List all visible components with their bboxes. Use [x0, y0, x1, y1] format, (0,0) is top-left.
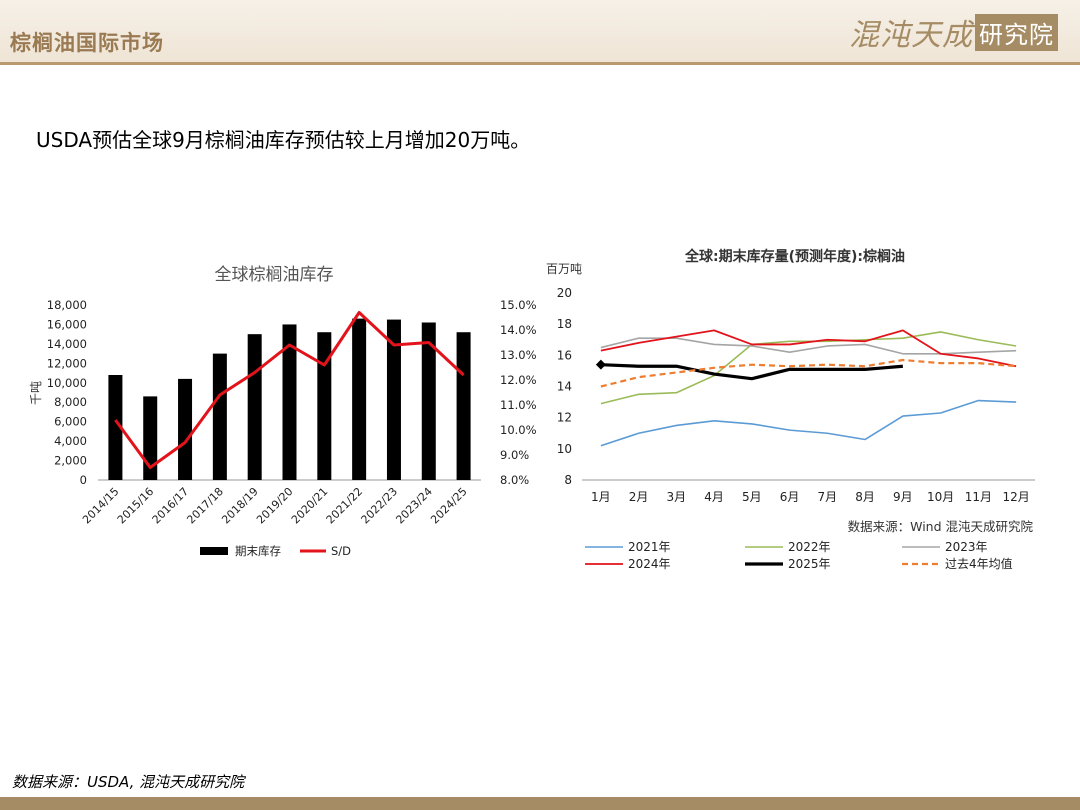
series-marker [595, 359, 606, 370]
x-tick-label: 8月 [855, 490, 875, 504]
header-band [0, 0, 1080, 62]
bar [456, 332, 471, 480]
y-tick-label: 14 [557, 380, 572, 394]
y-tick-label: 12 [557, 411, 572, 425]
y2-tick-label: 10.0% [500, 423, 537, 437]
page-title: 棕榈油国际市场 [10, 31, 164, 55]
series-line [600, 329, 1017, 368]
y2-tick-label: 12.0% [500, 373, 537, 387]
y-tick-label: 14,000 [47, 337, 87, 351]
x-tick-label: 11月 [965, 490, 992, 504]
footer-bar [0, 797, 1080, 810]
bar [143, 396, 158, 480]
legend-swatch-stock [200, 547, 228, 555]
y-tick-label: 16 [557, 348, 572, 362]
bar [212, 353, 227, 480]
y-tick-label: 18 [557, 317, 572, 331]
y-tick-label: 6,000 [54, 415, 87, 429]
y-tick-label: 16,000 [47, 317, 87, 331]
y-axis-label: 千吨 [29, 381, 43, 405]
legend-label: 2022年 [788, 540, 831, 554]
y2-tick-label: 14.0% [500, 323, 537, 337]
chart-title: 全球棕榈油库存 [215, 265, 334, 285]
bar [421, 322, 436, 480]
y-tick-label: 8,000 [54, 395, 87, 409]
y2-tick-label: 9.0% [500, 448, 529, 462]
legend-label: 2024年 [628, 557, 671, 571]
x-tick-label: 1月 [591, 490, 611, 504]
y-tick-label: 10,000 [47, 376, 87, 390]
y2-tick-label: 8.0% [500, 473, 529, 487]
y-tick-label: 18,000 [47, 298, 87, 312]
brand-logo: 混沌天成 研究院 [849, 10, 1058, 54]
y2-tick-label: 15.0% [500, 298, 537, 312]
x-tick-label: 4月 [704, 490, 724, 504]
x-tick-label: 3月 [667, 490, 687, 504]
legend-label-stock: 期末库存 [235, 544, 281, 558]
legend-label-sd: S/D [331, 544, 351, 558]
y-tick-label: 2,000 [54, 454, 87, 468]
y-tick-label: 4,000 [54, 434, 87, 448]
legend-label: 过去4年均值 [945, 556, 1013, 571]
header-divider [0, 62, 1080, 65]
series-line [600, 399, 1017, 447]
x-tick-label: 9月 [893, 490, 913, 504]
chart-source: 数据来源：Wind 混沌天成研究院 [848, 519, 1034, 534]
bar [352, 318, 367, 480]
x-tick-label: 5月 [742, 490, 762, 504]
x-tick-label: 2月 [629, 490, 649, 504]
legend-label: 2025年 [788, 557, 831, 571]
bar [317, 332, 332, 480]
y2-tick-label: 11.0% [500, 398, 537, 412]
brand-logo-text: 混沌天成 [849, 18, 973, 53]
series-line [600, 363, 904, 381]
bar [386, 319, 401, 480]
legend-label: 2021年 [628, 540, 671, 554]
x-tick-label: 12月 [1002, 490, 1029, 504]
x-tick-label: 6月 [780, 490, 800, 504]
brand-logo-box: 研究院 [975, 13, 1058, 51]
y-tick-label: 10 [557, 442, 572, 456]
footer-source: 数据来源：USDA, 混沌天成研究院 [12, 773, 245, 791]
bar [282, 324, 297, 480]
legend-label: 2023年 [945, 540, 988, 554]
chart-title: 全球:期末库存量(预测年度):棕榈油 [684, 248, 905, 265]
series-line [600, 358, 1017, 388]
sd-line [114, 311, 465, 469]
y2-tick-label: 13.0% [500, 348, 537, 362]
bar [108, 375, 123, 480]
x-tick-label: 10月 [927, 490, 954, 504]
bar [178, 378, 193, 480]
y-tick-label: 8 [564, 473, 572, 487]
unit-label: 百万吨 [546, 262, 582, 276]
x-tick-label: 7月 [818, 490, 838, 504]
headline-text: USDA预估全球9月棕榈油库存预估较上月增加20万吨。 [36, 128, 531, 152]
y-tick-label: 0 [80, 473, 87, 487]
y-tick-label: 20 [557, 286, 572, 300]
y-tick-label: 12,000 [47, 356, 87, 370]
